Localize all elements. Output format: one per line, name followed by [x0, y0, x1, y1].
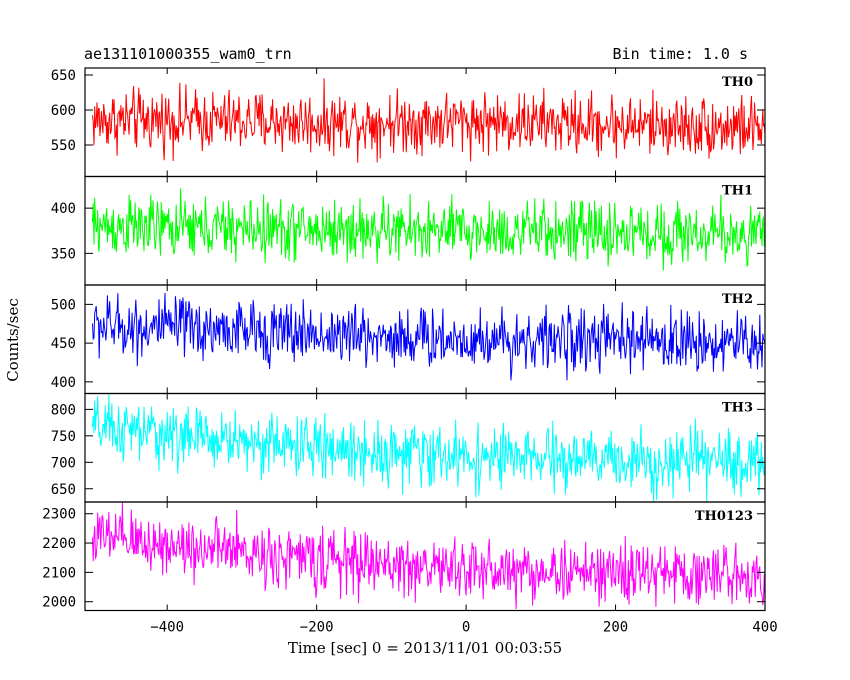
panel-label-th2: TH2 — [722, 292, 753, 307]
y-tick-label-th2: 450 — [51, 336, 76, 352]
x-axis-label: Time [sec] 0 = 2013/11/01 00:03:55 — [288, 639, 562, 657]
panel-label-th1: TH1 — [722, 184, 753, 199]
series-line-th0123 — [92, 502, 765, 610]
y-tick-label-th3: 650 — [51, 482, 76, 498]
x-tick-label: 400 — [752, 620, 777, 636]
y-tick-label-th2: 500 — [51, 297, 76, 313]
y-tick-label-th0: 550 — [51, 138, 76, 154]
y-tick-label-th0123: 2300 — [42, 507, 76, 523]
bin-time-label: Bin time: 1.0 s — [613, 45, 748, 63]
y-tick-label-th3: 800 — [51, 402, 76, 418]
y-tick-label-th0123: 2100 — [42, 565, 76, 581]
panel-label-th0: TH0 — [722, 75, 753, 90]
panel-label-th0123: TH0123 — [695, 509, 753, 524]
x-tick-label: 200 — [603, 620, 628, 636]
x-tick-label: 0 — [462, 620, 470, 636]
panel-frame-th0123 — [84, 501, 766, 612]
y-tick-label-th0123: 2200 — [42, 536, 76, 552]
y-tick-label-th0123: 2000 — [42, 595, 76, 611]
series-line-th0 — [92, 78, 765, 163]
series-line-th2 — [92, 292, 765, 381]
x-tick-label: −200 — [300, 620, 334, 636]
panel-label-th3: TH3 — [722, 401, 753, 416]
series-line-th3 — [92, 394, 765, 502]
y-tick-label-th0: 650 — [51, 68, 76, 84]
series-line-th1 — [92, 188, 765, 271]
y-tick-label-th3: 700 — [51, 455, 76, 471]
y-tick-label-th2: 400 — [51, 375, 76, 391]
y-tick-label-th3: 750 — [51, 429, 76, 445]
y-tick-label-th1: 400 — [51, 201, 76, 217]
panels-group: 550 600 650 TH0 350 400 TH1 400 450 500 TH2 650 700 7… — [42, 67, 778, 636]
y-tick-label-th0: 600 — [51, 103, 76, 119]
chart-title: ae131101000355_wam0_trn — [84, 45, 292, 63]
x-tick-label: −400 — [150, 620, 184, 636]
y-tick-label-th1: 350 — [51, 246, 76, 262]
y-axis-label: Counts/sec — [4, 298, 22, 382]
